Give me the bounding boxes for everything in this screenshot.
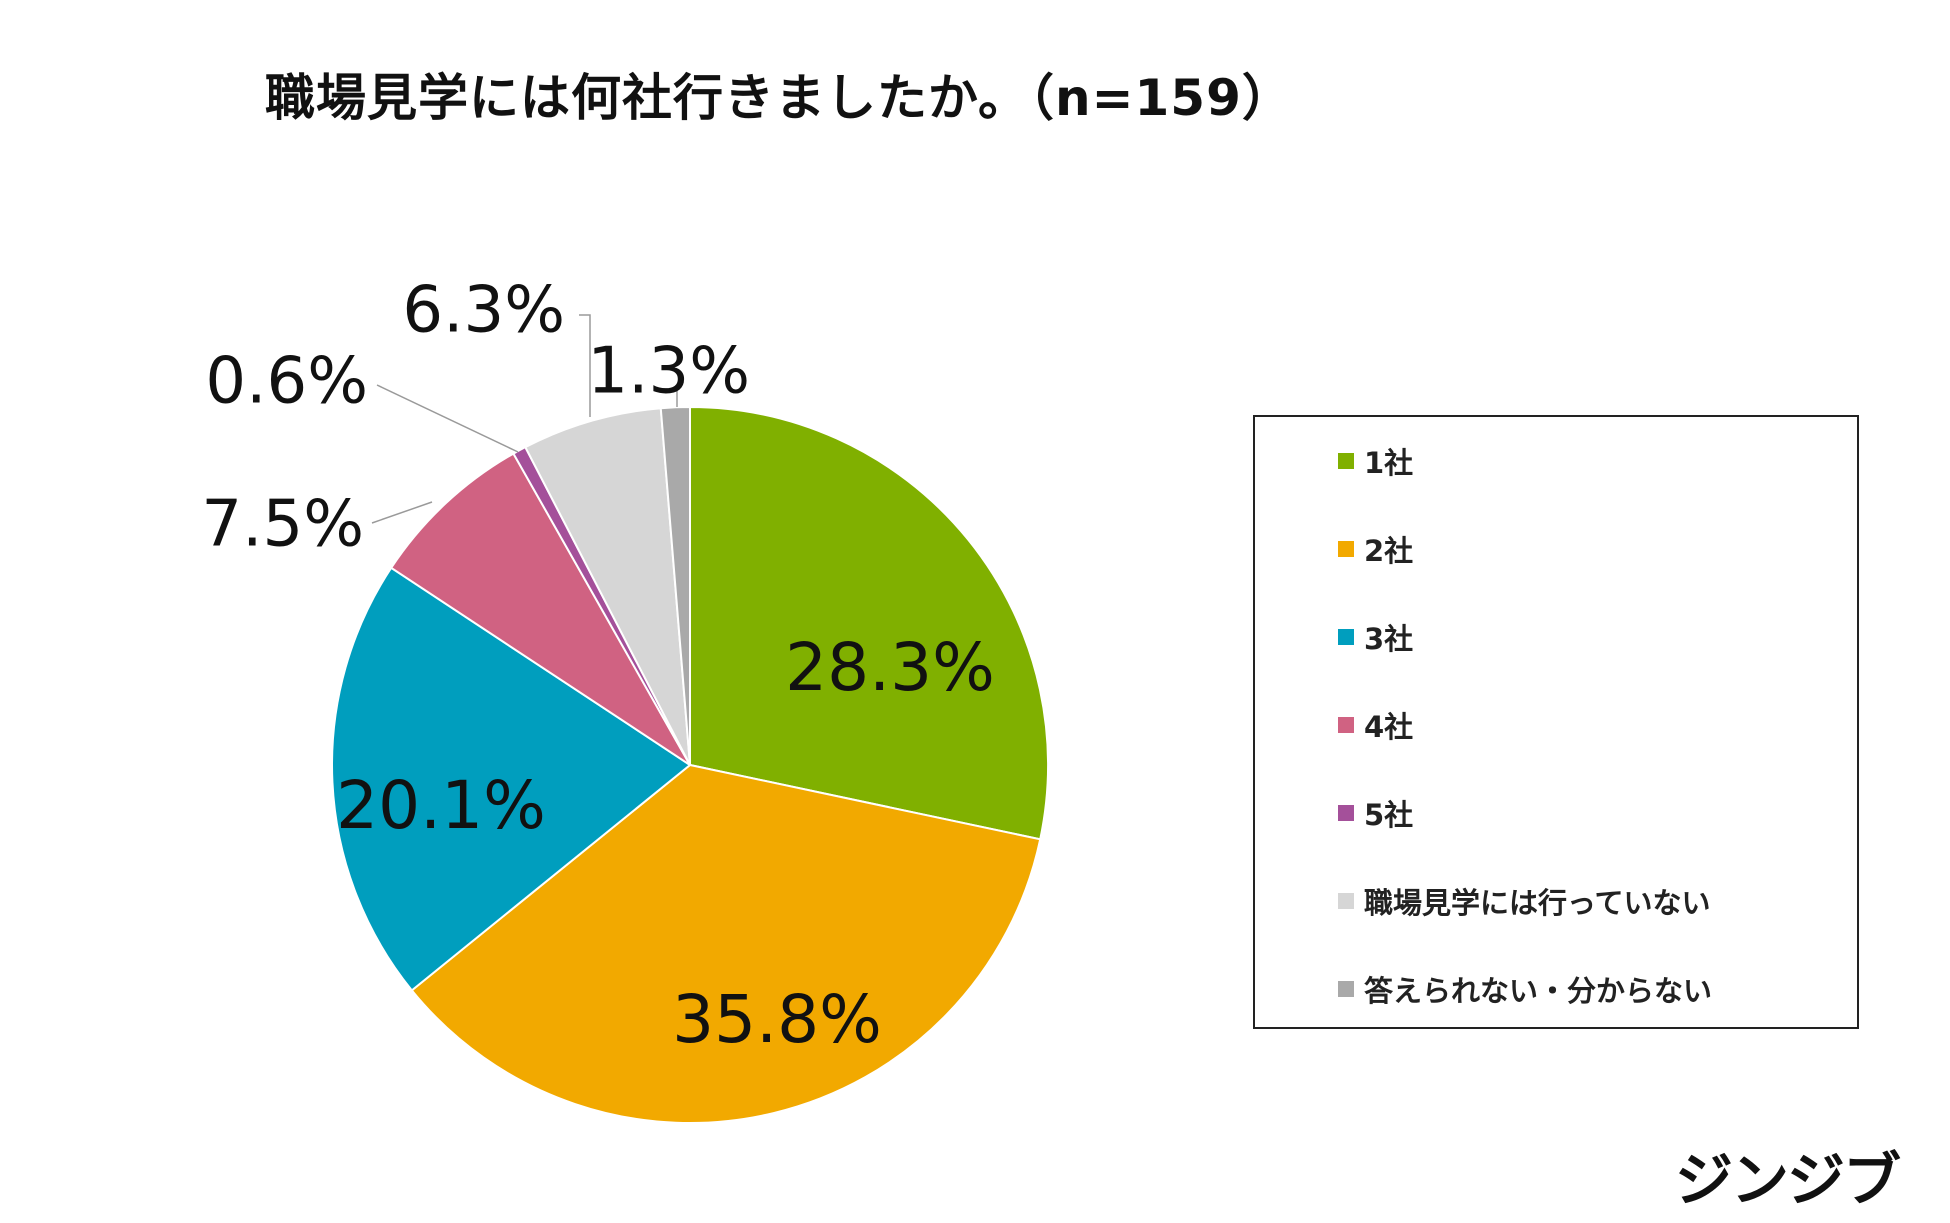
legend-label: 職場見学には行っていない xyxy=(1364,886,1711,920)
pie-slice-7 xyxy=(659,405,691,766)
leader-line-5 xyxy=(376,384,519,453)
legend: 1社 2社 3社 4社 5社 職場見学には行っていない 答えられない・分からない xyxy=(1253,415,1859,1029)
pie-slice-1 xyxy=(689,405,1049,841)
legend-label: 4社 xyxy=(1364,710,1414,744)
legend-item-3: 3社 xyxy=(1338,617,1413,657)
value-label-7: 1.3% xyxy=(587,335,750,409)
legend-swatch xyxy=(1338,805,1354,821)
legend-swatch xyxy=(1338,893,1354,909)
leader-lines xyxy=(371,314,678,524)
chart-title: 職場見学には何社行きましたか。（n=159） xyxy=(265,69,1293,127)
legend-swatch xyxy=(1338,717,1354,733)
legend-label: 答えられない・分からない xyxy=(1364,974,1713,1008)
pie-slices xyxy=(331,405,1049,1124)
pie-slice-3 xyxy=(331,566,692,992)
value-label-4: 7.5% xyxy=(201,488,364,562)
legend-item-2: 2社 xyxy=(1338,529,1413,569)
value-labels: 28.3% 35.8% 20.1% 7.5% 0.6% 6.3% 1.3% xyxy=(201,274,994,1058)
legend-swatch xyxy=(1338,541,1354,557)
legend-swatch xyxy=(1338,981,1354,997)
value-label-3: 20.1% xyxy=(336,767,546,844)
pie-slice-4 xyxy=(389,452,691,766)
legend-label: 5社 xyxy=(1364,798,1414,832)
legend-item-7: 答えられない・分からない xyxy=(1338,969,1712,1009)
legend-item-4: 4社 xyxy=(1338,705,1413,745)
legend-label: 3社 xyxy=(1364,622,1414,656)
pie-slice-2 xyxy=(410,763,1042,1124)
legend-item-6: 職場見学には行っていない xyxy=(1338,881,1711,921)
brand-logo: ジンジブ xyxy=(1675,1146,1901,1214)
leader-line-6 xyxy=(579,314,591,417)
legend-item-5: 5社 xyxy=(1338,793,1413,833)
pie-slice-6 xyxy=(523,407,691,766)
legend-label: 2社 xyxy=(1364,534,1414,568)
legend-item-1: 1社 xyxy=(1338,441,1413,481)
legend-label: 1社 xyxy=(1364,446,1414,480)
legend-swatch xyxy=(1338,629,1354,645)
value-label-6: 6.3% xyxy=(402,274,565,348)
leader-line-4 xyxy=(371,501,433,524)
value-label-5: 0.6% xyxy=(205,345,368,419)
value-label-2: 35.8% xyxy=(672,981,882,1058)
legend-swatch xyxy=(1338,453,1354,469)
value-label-1: 28.3% xyxy=(785,629,995,706)
